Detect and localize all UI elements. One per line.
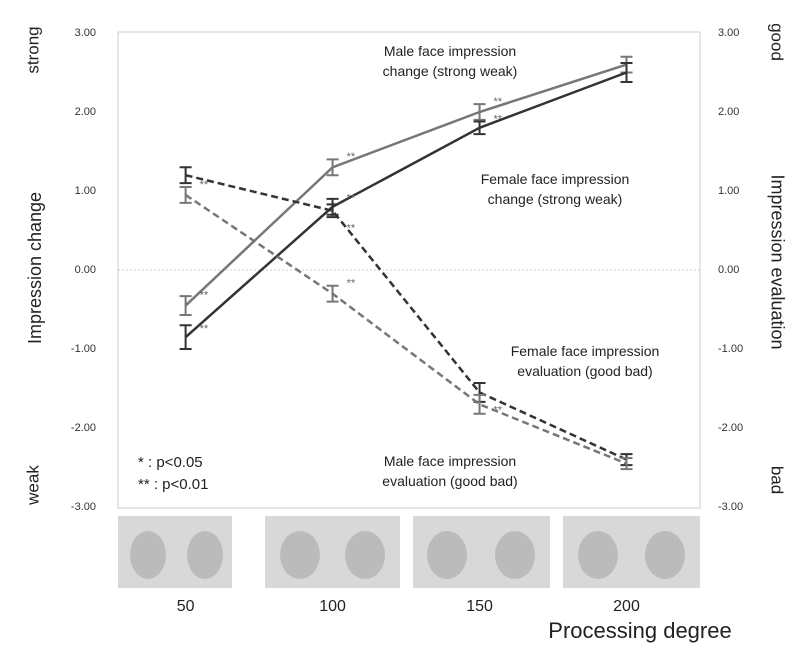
significance-mark: ** (200, 179, 209, 191)
y-tick-label: -3.00 (71, 501, 96, 513)
y-tick-label: 2.00 (75, 106, 96, 118)
y-top-label: strong (23, 26, 42, 73)
chart: Processing degree Impression change Impr… (0, 0, 790, 657)
significance-mark: ** (347, 193, 356, 205)
y2-bottom-label: bad (768, 466, 787, 494)
y2-tick-label: 1.00 (718, 185, 739, 197)
significance-mark: ** (200, 289, 209, 301)
x-tick-label: 50 (177, 598, 195, 615)
significance-mark: ** (347, 278, 356, 290)
plot-frame (118, 32, 700, 508)
significance-mark: ** (494, 96, 503, 108)
y2-tick-label: -2.00 (718, 422, 743, 434)
y-tick-label: 1.00 (75, 185, 96, 197)
x-tick-label: 150 (466, 598, 493, 615)
y2-tick-label: 3.00 (718, 27, 739, 39)
y-axis-title: Impression change (25, 192, 45, 344)
error-bar (474, 121, 486, 134)
x-tick-label: 100 (319, 598, 346, 615)
significance-mark: ** (200, 323, 209, 335)
error-bar (180, 325, 192, 349)
error-bar (474, 104, 486, 120)
significance-mark: ** (347, 223, 356, 235)
error-bar (180, 296, 192, 315)
y2-tick-label: -3.00 (718, 501, 743, 513)
significance-mark: ** (347, 151, 356, 163)
y-tick-label: 0.00 (75, 264, 96, 276)
y2-tick-label: 2.00 (718, 106, 739, 118)
error-bar (474, 395, 486, 414)
legend-entry: ** : p<0.01 (138, 476, 208, 493)
y2-tick-label: -1.00 (718, 343, 743, 355)
y-bottom-label: weak (23, 465, 42, 506)
error-bar (327, 286, 339, 302)
y2-top-label: good (768, 23, 787, 61)
error-bar (180, 187, 192, 203)
face-images (118, 516, 700, 588)
y2-tick-label: 0.00 (718, 264, 739, 276)
x-axis-title: Processing degree (548, 618, 731, 643)
y-tick-label: -2.00 (71, 422, 96, 434)
series-line (186, 175, 627, 459)
legend-entry: * : p<0.05 (138, 454, 203, 471)
error-bar (621, 458, 633, 469)
series-line (186, 195, 627, 464)
y-tick-label: 3.00 (75, 27, 96, 39)
significance-mark: ** (494, 114, 503, 126)
y-tick-label: -1.00 (71, 343, 96, 355)
x-tick-label: 200 (613, 598, 640, 615)
y2-axis-title: Impression evaluation (767, 174, 787, 349)
